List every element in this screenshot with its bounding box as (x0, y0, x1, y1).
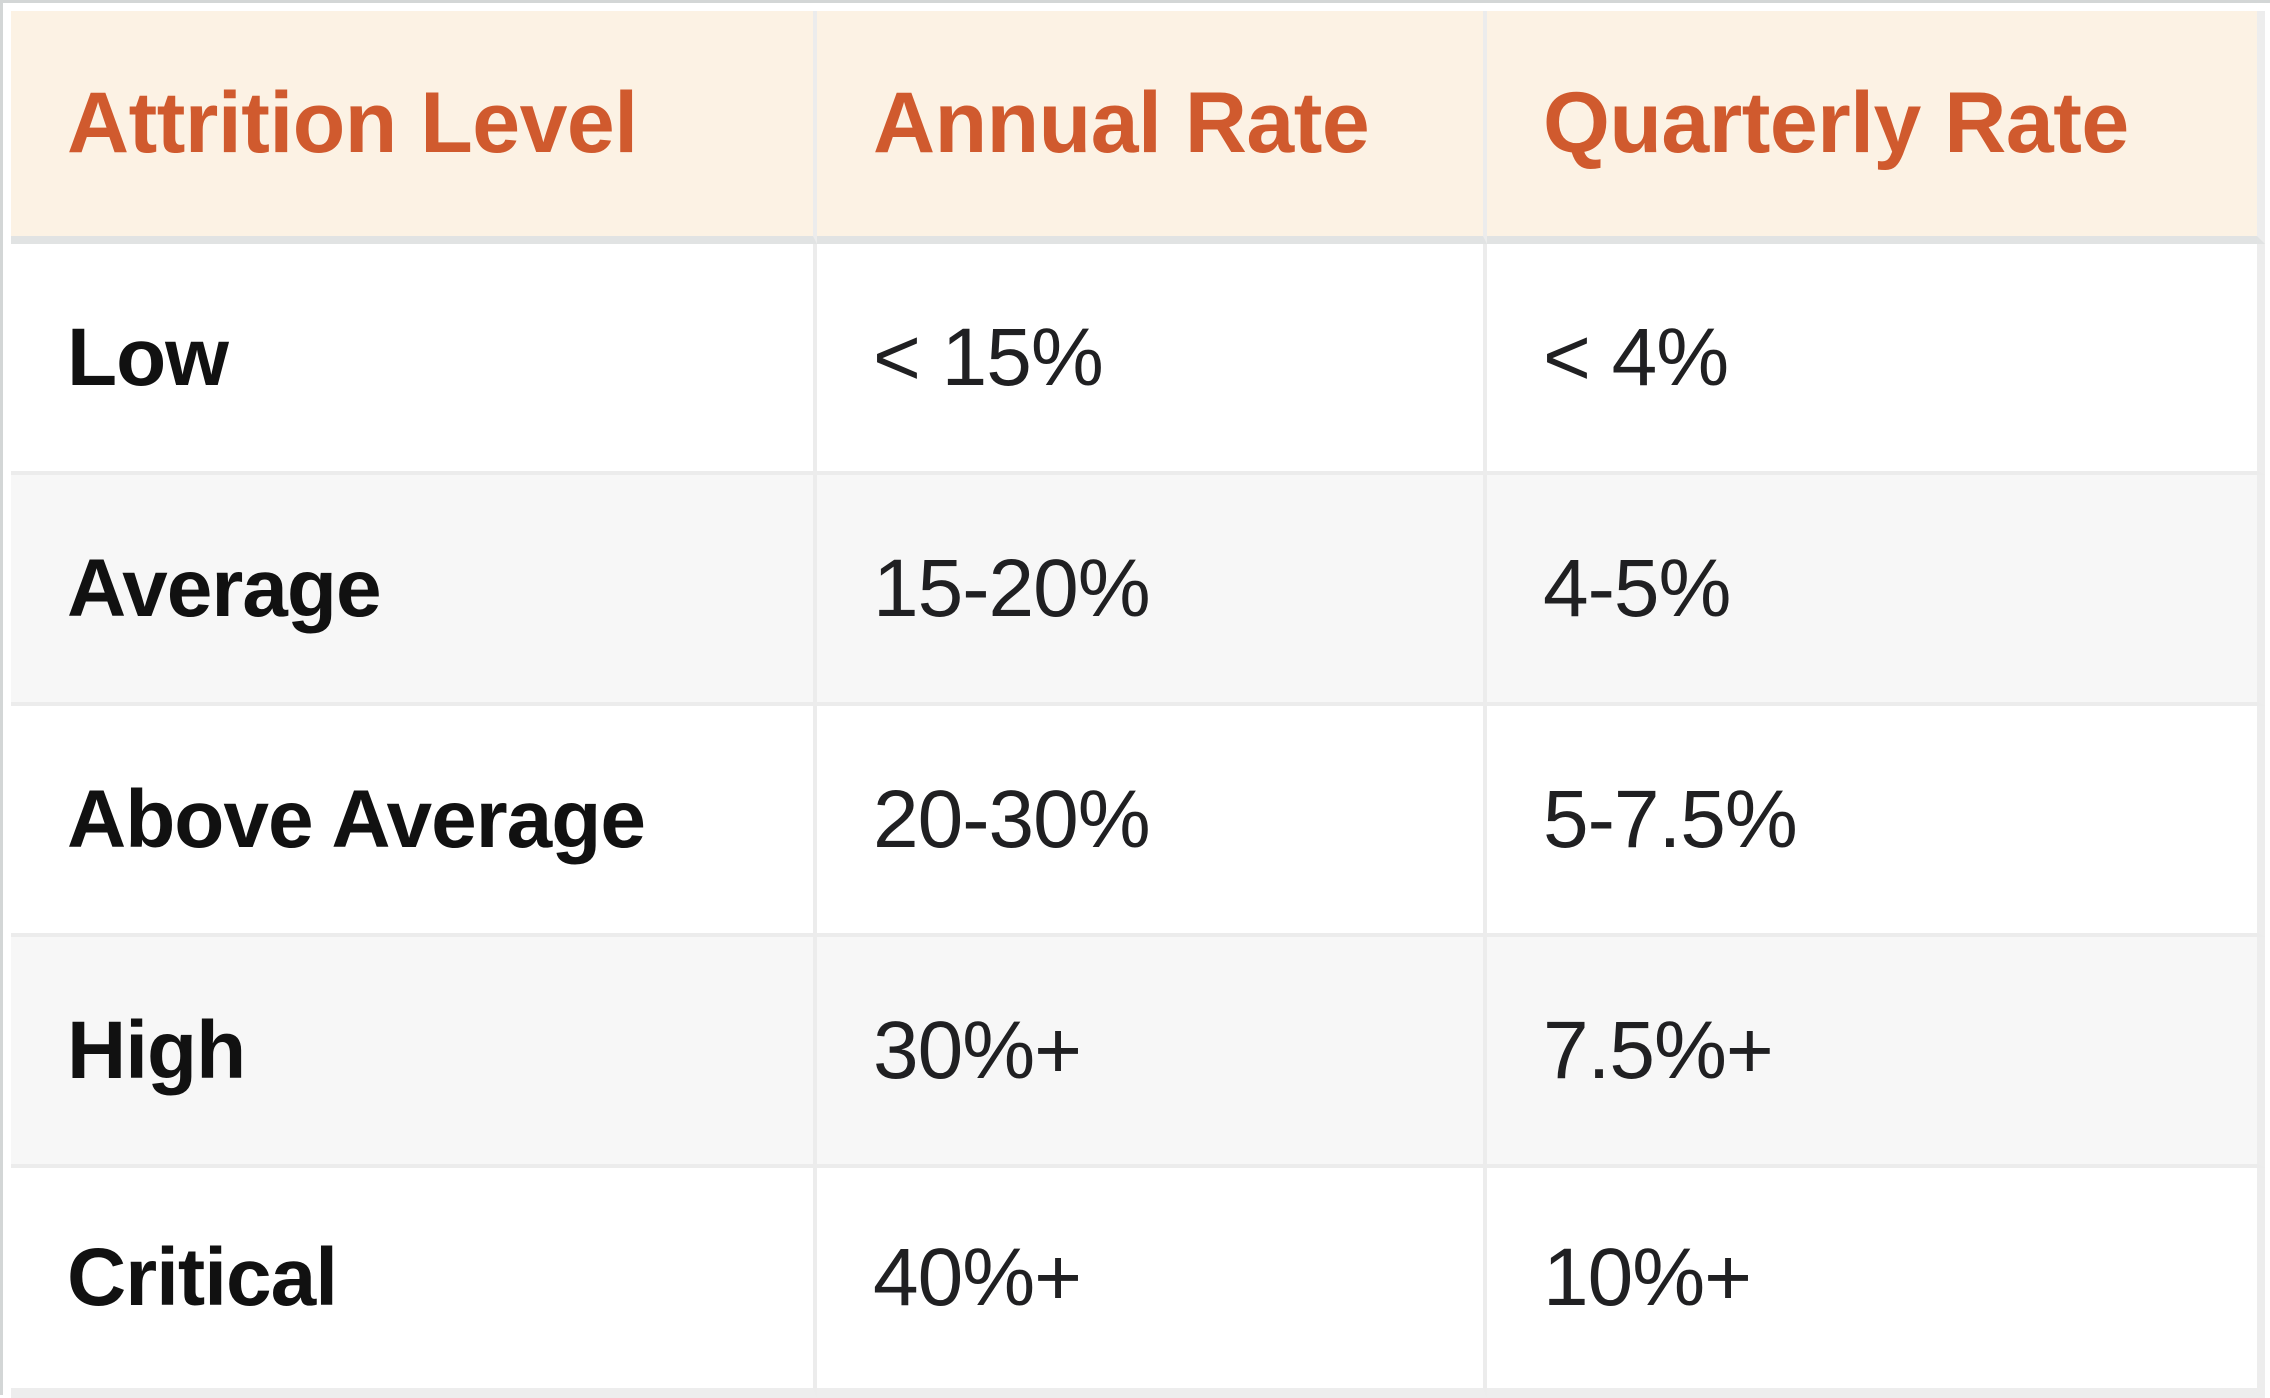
row-high-quarterly-rate-cell: 7.5%+ (1487, 937, 2265, 1168)
row-high-level-cell: High (11, 937, 817, 1168)
row-average-level-cell: Average (11, 475, 817, 706)
row-critical-annual-rate-cell: 40%+ (817, 1168, 1487, 1398)
row-high-annual-rate-cell: 30%+ (817, 937, 1487, 1168)
attrition-rates-table: Attrition Level Annual Rate Quarterly Ra… (11, 11, 2265, 1398)
row-average-annual-rate-cell: 15-20% (817, 475, 1487, 706)
row-low-quarterly-rate-cell: < 4% (1487, 244, 2265, 475)
row-average-quarterly-rate-cell: 4-5% (1487, 475, 2265, 706)
row-critical-quarterly-rate-cell: 10%+ (1487, 1168, 2265, 1398)
row-low-annual-rate-cell: < 15% (817, 244, 1487, 475)
column-header-annual-rate: Annual Rate (817, 11, 1487, 244)
row-low-level-cell: Low (11, 244, 817, 475)
row-above-average-quarterly-rate-cell: 5-7.5% (1487, 706, 2265, 937)
column-header-attrition-level: Attrition Level (11, 11, 817, 244)
row-critical-level-cell: Critical (11, 1168, 817, 1398)
column-header-quarterly-rate: Quarterly Rate (1487, 11, 2265, 244)
row-above-average-level-cell: Above Average (11, 706, 817, 937)
row-above-average-annual-rate-cell: 20-30% (817, 706, 1487, 937)
